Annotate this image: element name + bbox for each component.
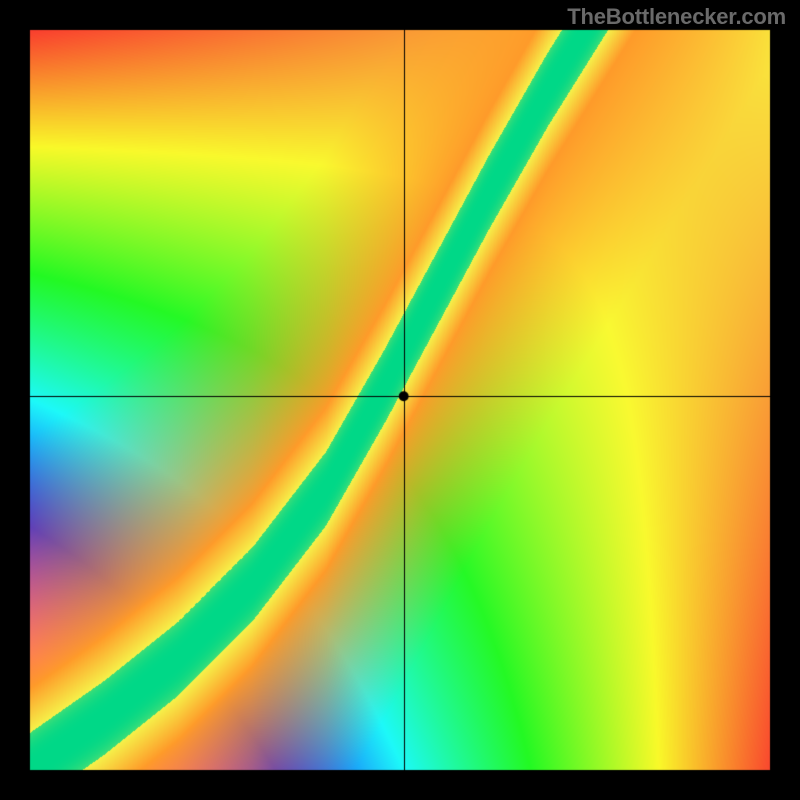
watermark-text: TheBottlenecker.com: [567, 4, 786, 30]
bottleneck-heatmap: [0, 0, 800, 800]
